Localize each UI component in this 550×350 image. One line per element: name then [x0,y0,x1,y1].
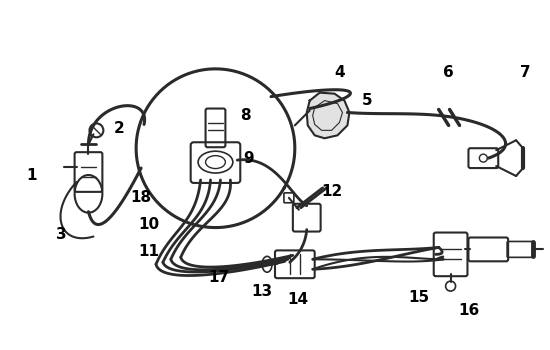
Text: 11: 11 [139,244,159,259]
Text: 8: 8 [240,108,251,123]
Text: 7: 7 [520,65,530,80]
Text: 6: 6 [443,65,454,80]
Text: 17: 17 [208,270,229,285]
Text: 10: 10 [139,217,159,232]
Text: 2: 2 [114,121,125,136]
Text: 18: 18 [130,190,152,205]
Text: 4: 4 [334,65,345,80]
Text: 12: 12 [321,184,342,200]
Text: 14: 14 [287,292,309,307]
Text: 5: 5 [362,93,372,108]
Text: 15: 15 [408,289,430,304]
Text: 9: 9 [243,150,254,166]
Text: 16: 16 [458,303,479,318]
Polygon shape [307,93,349,138]
Text: 3: 3 [57,227,67,242]
Text: 13: 13 [251,284,273,299]
Text: 1: 1 [27,168,37,182]
